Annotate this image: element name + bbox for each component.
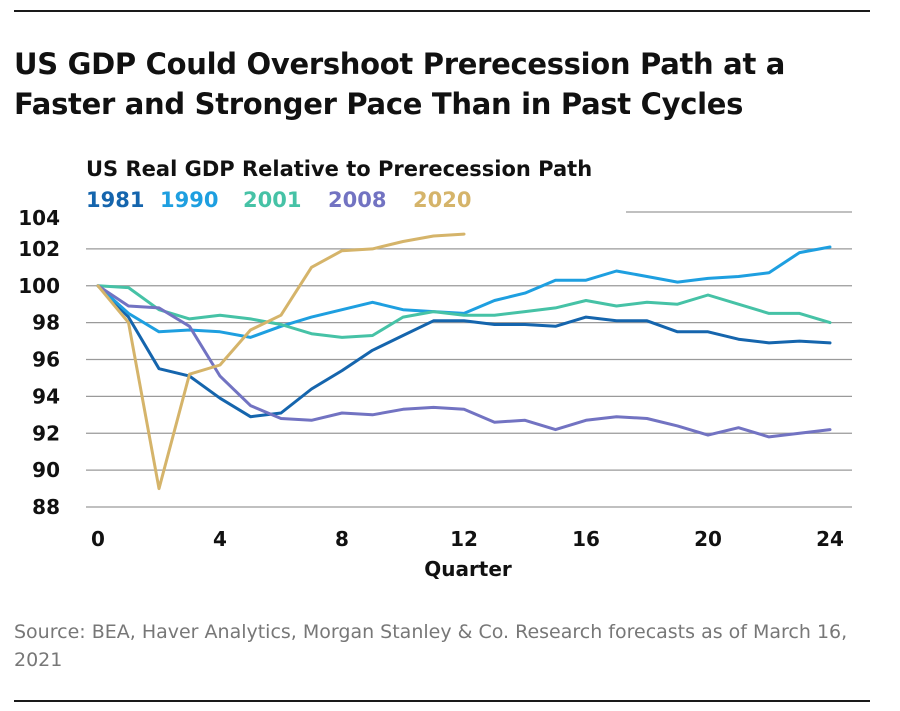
y-tick-label: 104	[18, 206, 60, 230]
series-line-2008	[96, 284, 832, 439]
headline-line-2: Faster and Stronger Pace Than in Past Cy…	[14, 87, 744, 121]
chart-title: US Real GDP Relative to Prerecession Pat…	[86, 157, 592, 181]
x-tick-label: 24	[816, 527, 844, 551]
series-lines	[96, 232, 832, 491]
x-tick-label: 4	[213, 527, 227, 551]
series-line-1990	[96, 245, 832, 339]
x-tick-label: 8	[335, 527, 349, 551]
y-tick-label: 92	[32, 421, 60, 445]
legend-entry-2001: 2001	[243, 188, 301, 212]
y-tick-label: 100	[18, 274, 60, 298]
y-tick-label: 94	[32, 384, 60, 408]
x-axis-ticks: 0 4 8 12 16 20 24	[91, 527, 844, 551]
y-tick-label: 98	[32, 311, 60, 335]
legend-entry-2020: 2020	[413, 188, 471, 212]
x-tick-label: 16	[572, 527, 600, 551]
legend: 1981 1990 2001 2008 2020	[86, 188, 471, 212]
x-axis-label: Quarter	[424, 557, 512, 581]
legend-entry-2008: 2008	[328, 188, 386, 212]
headline-line-1: US GDP Could Overshoot Prerecession Path…	[14, 47, 786, 81]
line-chart: 88 90 92 94 96 98 100 102 104 0 4 8 12 16 20 24 US Rea…	[18, 157, 852, 581]
y-axis-ticks: 88 90 92 94 96 98 100 102 104	[18, 206, 60, 519]
x-tick-label: 20	[694, 527, 722, 551]
y-tick-label: 96	[32, 348, 60, 372]
grid-lines	[86, 211, 852, 508]
legend-entry-1981: 1981	[86, 188, 144, 212]
series-line-1981	[96, 284, 832, 419]
y-tick-label: 90	[32, 458, 60, 482]
chart-container: 88 90 92 94 96 98 100 102 104 0 4 8 12 16 20 24 US Rea…	[0, 150, 900, 590]
x-tick-label: 12	[450, 527, 478, 551]
legend-entry-1990: 1990	[160, 188, 218, 212]
top-rule	[14, 10, 870, 12]
source-note: Source: BEA, Haver Analytics, Morgan Sta…	[14, 621, 848, 671]
series-line-2001	[96, 284, 832, 339]
x-tick-label: 0	[91, 527, 105, 551]
bottom-rule	[14, 700, 870, 702]
y-tick-label: 102	[18, 237, 60, 261]
headline: US GDP Could Overshoot Prerecession Path…	[14, 44, 874, 124]
y-tick-label: 88	[32, 495, 60, 519]
series-line-2020	[96, 232, 466, 491]
